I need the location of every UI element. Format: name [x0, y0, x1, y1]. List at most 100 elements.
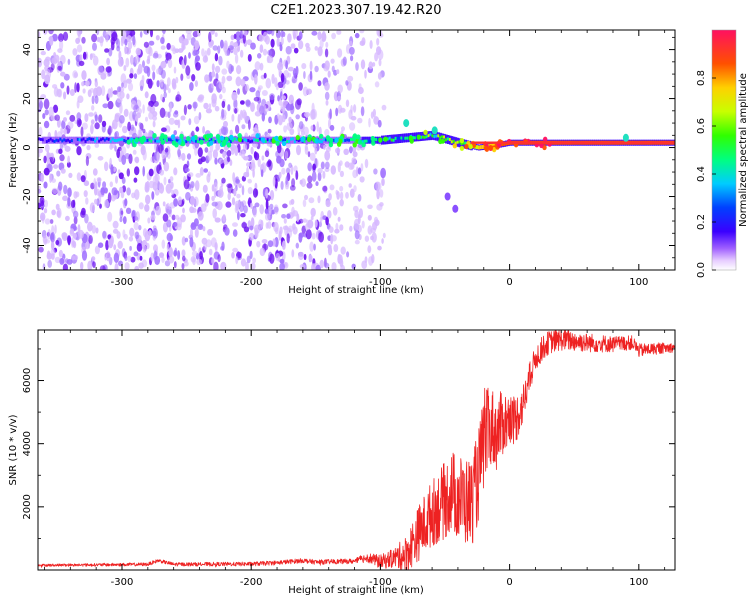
noise-speckle: [158, 183, 165, 194]
snr-series-line: [38, 330, 675, 570]
noise-speckle: [174, 214, 180, 220]
carrier-core: [103, 138, 107, 142]
noise-speckle: [49, 173, 53, 183]
carrier-blob: [222, 139, 227, 146]
noise-speckle: [335, 222, 339, 231]
noise-speckle: [254, 152, 260, 161]
carrier-core: [82, 137, 85, 141]
noise-speckle: [220, 261, 227, 270]
noise-speckle: [225, 201, 232, 208]
noise-speckle: [302, 199, 307, 208]
noise-speckle: [77, 119, 82, 126]
carrier-core: [476, 145, 479, 150]
noise-speckle: [117, 240, 123, 249]
noise-speckle: [81, 207, 86, 216]
noise-speckle: [92, 261, 96, 268]
noise-speckle: [285, 176, 289, 185]
noise-speckle: [135, 47, 141, 56]
noise-speckle: [184, 167, 190, 173]
noise-speckle: [58, 249, 64, 258]
noise-speckle: [298, 233, 303, 243]
carrier-core: [464, 141, 467, 145]
carrier-core: [412, 136, 415, 140]
noise-speckle: [160, 81, 164, 88]
noise-speckle: [352, 151, 358, 158]
noise-speckle: [343, 148, 350, 155]
noise-speckle: [144, 184, 150, 193]
noise-speckle: [314, 65, 319, 73]
noise-speckle: [221, 100, 226, 109]
carrier-blob: [274, 135, 279, 141]
noise-speckle: [337, 84, 344, 94]
noise-speckle: [38, 31, 41, 38]
noise-speckle: [234, 200, 241, 209]
noise-speckle: [254, 74, 258, 85]
noise-speckle: [220, 39, 224, 49]
carrier-core: [150, 139, 153, 143]
noise-speckle: [240, 49, 244, 58]
noise-speckle: [289, 185, 296, 191]
noise-speckle: [257, 53, 262, 59]
noise-speckle: [44, 144, 50, 153]
noise-speckle: [50, 231, 56, 243]
noise-speckle: [195, 62, 201, 71]
noise-speckle: [42, 113, 46, 119]
noise-speckle: [231, 114, 235, 122]
noise-speckle: [160, 69, 166, 79]
carrier-core: [80, 138, 83, 142]
noise-speckle: [296, 144, 301, 156]
noise-speckle: [241, 109, 247, 119]
noise-speckle: [376, 38, 380, 46]
noise-speckle: [186, 32, 192, 41]
noise-speckle: [232, 222, 238, 227]
noise-speckle: [195, 55, 200, 62]
noise-speckle: [309, 255, 313, 262]
noise-speckle: [127, 82, 134, 92]
noise-speckle: [184, 237, 189, 243]
noise-speckle: [161, 239, 166, 249]
noise-speckle: [166, 42, 171, 50]
carrier-core: [258, 137, 262, 141]
carrier-core: [117, 138, 120, 142]
noise-speckle: [199, 167, 204, 176]
noise-speckle: [116, 231, 121, 239]
carrier-core: [353, 138, 357, 142]
noise-speckle: [311, 171, 317, 182]
noise-speckle: [137, 63, 143, 74]
noise-speckle: [166, 243, 170, 252]
carrier-core: [51, 139, 54, 143]
y-tick-label: -20: [22, 188, 33, 204]
noise-speckle: [355, 166, 359, 177]
noise-speckle: [337, 48, 343, 58]
noise-speckle: [360, 163, 364, 172]
noise-speckle: [324, 161, 330, 170]
noise-speckle: [142, 104, 145, 114]
noise-speckle: [367, 245, 372, 254]
noise-speckle: [318, 126, 322, 136]
noise-speckle: [81, 81, 85, 87]
noise-speckle: [312, 163, 317, 171]
noise-speckle: [76, 44, 83, 53]
carrier-core: [369, 139, 372, 143]
carrier-blob: [328, 137, 334, 143]
spectrogram-y-label: Frequency (Hz): [8, 112, 19, 188]
noise-speckle: [109, 237, 114, 245]
noise-speckle: [240, 78, 246, 87]
noise-speckle: [236, 193, 241, 199]
noise-speckle: [286, 167, 291, 174]
noise-speckle: [215, 72, 219, 81]
noise-speckle: [268, 206, 272, 216]
noise-speckle: [59, 40, 64, 51]
noise-speckle: [102, 181, 107, 189]
noise-speckle: [180, 115, 186, 121]
noise-speckle: [367, 225, 373, 235]
noise-speckle: [40, 50, 46, 56]
carrier-band: [38, 119, 675, 213]
carrier-core: [105, 137, 109, 141]
noise-speckle: [310, 125, 314, 131]
noise-speckle: [156, 80, 160, 88]
noise-speckle: [147, 217, 151, 224]
noise-speckle: [315, 181, 319, 187]
noise-speckle: [341, 126, 345, 132]
noise-speckle: [368, 256, 374, 266]
